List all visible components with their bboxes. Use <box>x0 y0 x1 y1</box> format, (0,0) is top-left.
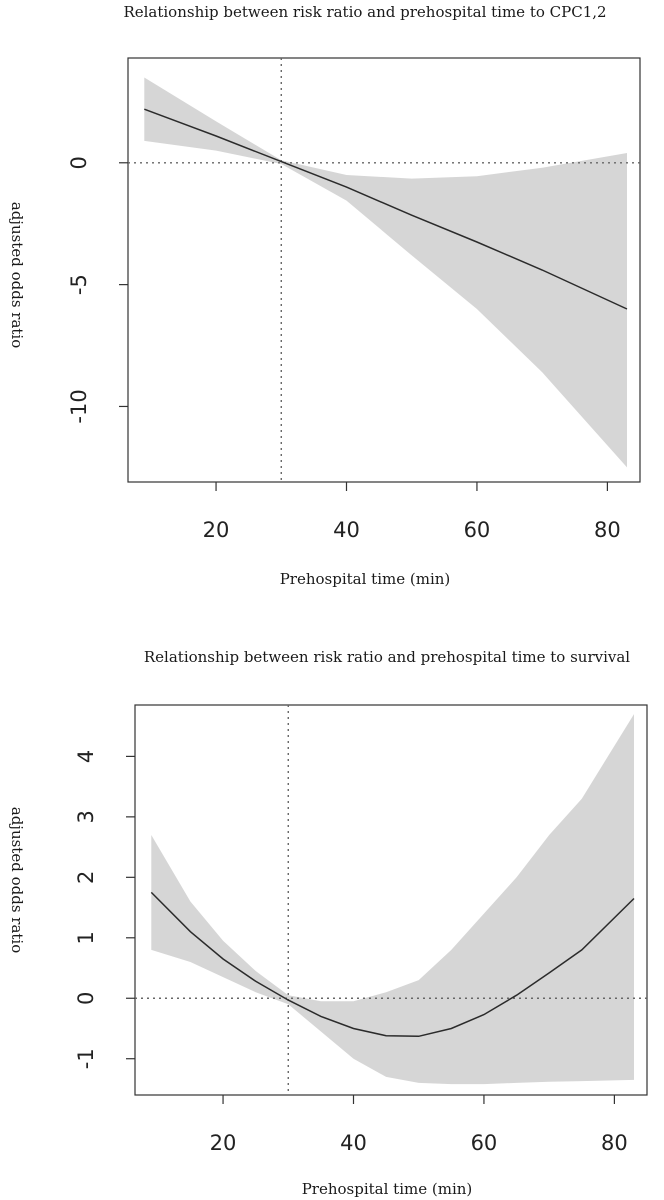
y-tick-label: 3 <box>74 810 98 823</box>
y-tick-label: -5 <box>67 274 91 295</box>
chart-cpc: Relationship between risk ratio and preh… <box>8 3 641 588</box>
x-axis-label: Prehospital time (min) <box>280 570 451 588</box>
reference-lines <box>128 58 640 482</box>
y-axis-label: adjusted odds ratio <box>8 807 26 954</box>
fitted-line <box>150 891 635 1038</box>
fitted-curve <box>144 108 628 310</box>
confidence-band <box>151 714 635 1085</box>
y-tick-label: 2 <box>74 871 98 884</box>
y-tick-label: -10 <box>67 389 91 423</box>
x-tick-label: 40 <box>340 1131 367 1155</box>
x-axis-ticks: 20 40 60 80 <box>210 1095 628 1155</box>
fitted-line <box>144 108 628 310</box>
y-axis-label: adjusted odds ratio <box>8 202 26 349</box>
fitted-curve <box>150 891 635 1038</box>
chart-survival: Relationship between risk ratio and preh… <box>8 648 648 1198</box>
x-tick-label: 60 <box>471 1131 498 1155</box>
plot-frame <box>134 704 648 1096</box>
y-axis-ticks: -1 0 1 2 3 4 <box>74 750 135 1069</box>
y-tick-label: -1 <box>74 1048 98 1069</box>
x-tick-label: 60 <box>464 518 491 542</box>
x-tick-label: 40 <box>333 518 360 542</box>
confidence-band-area <box>144 77 628 468</box>
plot-frame <box>127 57 641 483</box>
x-tick-label: 80 <box>594 518 621 542</box>
chart-title: Relationship between risk ratio and preh… <box>144 648 630 666</box>
confidence-band <box>144 77 628 468</box>
x-tick-label: 20 <box>210 1131 237 1155</box>
reference-lines <box>135 705 647 1095</box>
chart-title: Relationship between risk ratio and preh… <box>123 3 606 21</box>
y-tick-label: 0 <box>67 156 91 169</box>
y-tick-label: 1 <box>74 931 98 944</box>
x-tick-label: 20 <box>203 518 230 542</box>
x-axis-ticks: 20 40 60 80 <box>203 482 621 542</box>
y-tick-label: 0 <box>74 992 98 1005</box>
y-tick-label: 4 <box>74 750 98 763</box>
x-tick-label: 80 <box>601 1131 628 1155</box>
x-axis-label: Prehospital time (min) <box>302 1180 473 1198</box>
y-axis-ticks: 0 -5 -10 <box>67 156 128 424</box>
confidence-band-area <box>151 714 635 1085</box>
